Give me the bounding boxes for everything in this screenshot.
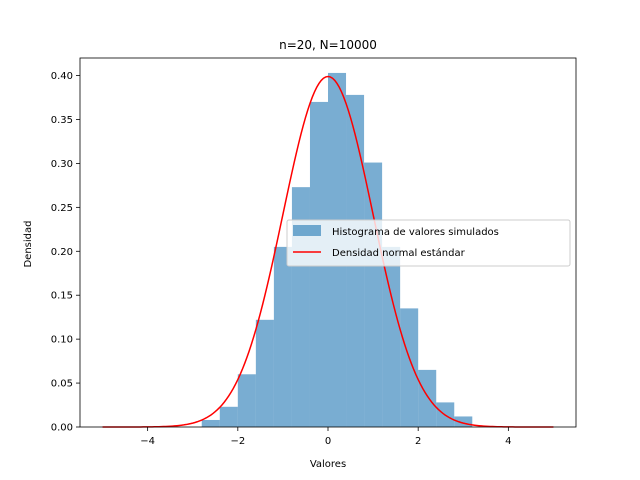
y-tick-label: 0.05 <box>51 379 73 390</box>
legend-histogram-label: Histograma de valores simulados <box>332 227 499 238</box>
histogram-bar <box>382 246 401 427</box>
histogram-bar <box>273 246 292 427</box>
legend-curve-label: Densidad normal estándar <box>332 247 466 259</box>
legend-box <box>286 219 571 267</box>
y-tick-label: 0.15 <box>51 291 73 302</box>
x-tick-label: 2 <box>415 436 421 447</box>
histogram-bar <box>219 406 238 427</box>
histogram-bar <box>418 369 437 427</box>
x-axis-label: Valores <box>310 459 346 470</box>
legend-histogram-swatch <box>293 225 321 236</box>
y-tick-label: 0.35 <box>51 115 73 126</box>
y-tick-label: 0.00 <box>51 423 73 434</box>
histogram-bar <box>237 374 256 427</box>
y-axis-ticks: 0.00 0.05 0.10 0.15 0.20 0.25 0.30 0.35 0.40 <box>51 71 80 434</box>
legend: Histograma de valores simulados Densidad… <box>286 219 571 267</box>
normal-density-curve <box>102 75 554 428</box>
x-tick-label: 4 <box>505 436 511 447</box>
x-tick-label: 0 <box>325 436 331 447</box>
x-tick-label: −4 <box>140 436 155 447</box>
chart-title: n=20, N=10000 <box>279 38 377 52</box>
x-tick-label: −2 <box>230 436 245 447</box>
y-tick-label: 0.30 <box>51 159 73 170</box>
y-axis-label: Densidad <box>23 220 34 267</box>
y-tick-label: 0.40 <box>51 71 73 82</box>
histogram-bar <box>201 419 220 427</box>
y-tick-label: 0.20 <box>51 247 73 258</box>
histogram-bar <box>255 319 274 427</box>
x-axis-ticks: −4 −2 0 2 4 <box>140 427 512 447</box>
histogram-bar <box>454 416 473 427</box>
y-tick-label: 0.10 <box>51 335 73 346</box>
histogram-bar <box>400 308 419 427</box>
y-tick-label: 0.25 <box>51 203 73 214</box>
histogram-bar <box>364 162 383 428</box>
